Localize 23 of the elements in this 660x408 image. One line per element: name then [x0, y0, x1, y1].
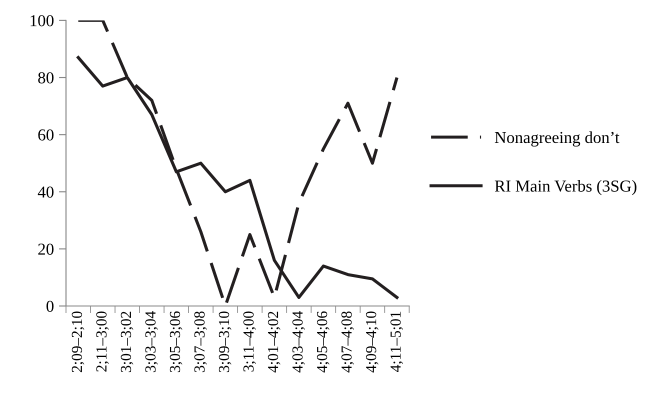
y-tick-label: 80	[38, 72, 54, 84]
legend-label: Nonagreeing don’t	[494, 131, 620, 147]
x-tick-label: 4;03–4;04	[292, 311, 305, 373]
y-tick-label: 100	[30, 15, 54, 26]
x-tick-label: 4;01–4;02	[268, 312, 280, 373]
x-tick-label: 4;11–5;01	[390, 312, 403, 372]
legend-label: RI Main Verbs (3SG)	[494, 180, 636, 196]
x-tick-label: 4;09–4;10	[366, 311, 378, 373]
y-tick-label: 60	[38, 129, 54, 141]
x-tick-label: 4;05–4;06	[316, 311, 330, 373]
line-series	[76, 20, 398, 306]
x-tick-label: 3;01–3;02	[120, 312, 134, 372]
x-tick-label: 3;09–3;10	[218, 311, 232, 372]
y-tick-label: 20	[38, 244, 54, 255]
x-tick-label: 2;11–3;00	[96, 311, 109, 372]
x-tick-label: 3;05–3;06	[170, 311, 182, 372]
x-tick-label: 2;09–2;10	[72, 311, 84, 372]
y-tick-label: 0	[46, 300, 54, 312]
y-tick-label: 40	[38, 186, 54, 198]
x-tick-label: 3;07–3;08	[194, 311, 207, 372]
x-tick-label: 3;03–3;04	[145, 311, 158, 372]
x-tick-label: 3;11–4;00	[243, 311, 256, 372]
x-tick-label: 4;07–4;08	[341, 311, 354, 373]
